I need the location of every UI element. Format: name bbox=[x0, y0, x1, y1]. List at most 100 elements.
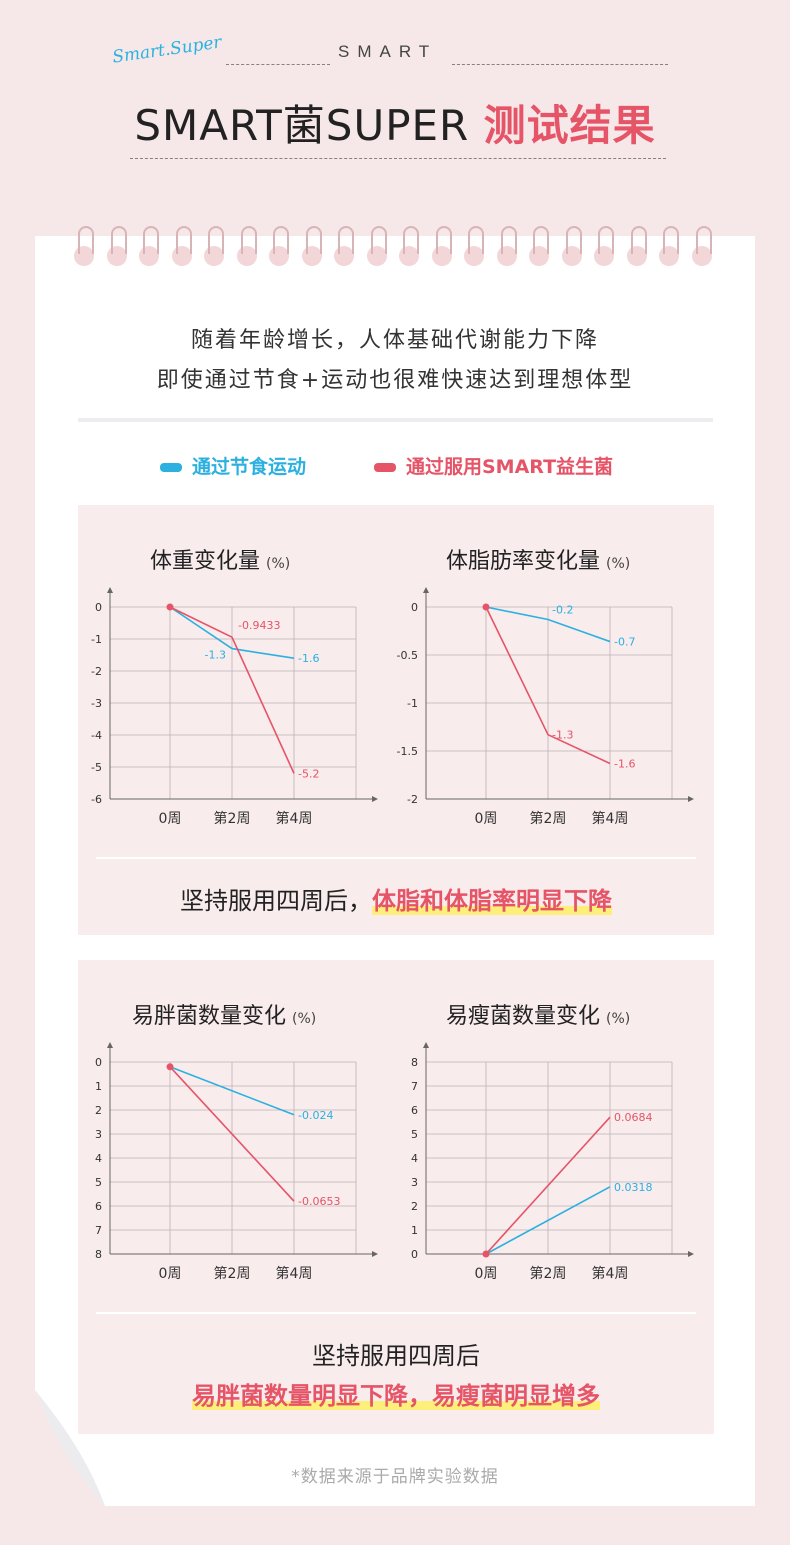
y-tick-label: 0 bbox=[411, 601, 418, 614]
y-tick-label: 4 bbox=[95, 1152, 102, 1165]
chart-unit-slim-bacteria: (%) bbox=[606, 1011, 631, 1027]
y-tick-label: 0 bbox=[95, 601, 102, 614]
y-tick-label: 5 bbox=[411, 1128, 418, 1141]
intro-separator bbox=[78, 418, 713, 422]
y-tick-label: -2 bbox=[407, 793, 418, 806]
legend-diet-label: 通过节食运动 bbox=[192, 456, 307, 478]
intro-line-2: 即使通过节食+运动也很难快速达到理想体型 bbox=[156, 368, 634, 393]
notepad-ring bbox=[399, 226, 419, 270]
notepad-ring bbox=[691, 226, 712, 270]
chart-title-weight: 体重变化量 (%) bbox=[150, 543, 290, 575]
y-tick-label: 5 bbox=[95, 1176, 102, 1189]
notepad-ring bbox=[626, 226, 647, 270]
y-axis-arrow bbox=[423, 587, 429, 593]
x-tick-label: 第4周 bbox=[276, 810, 313, 827]
conclusion-1-plain: 坚持服用四周后， bbox=[180, 887, 372, 915]
legend-smart: 通过服用SMART益生菌 bbox=[374, 452, 613, 479]
page-curl bbox=[35, 1390, 105, 1506]
legend-diet: 通过节食运动 bbox=[160, 452, 306, 479]
chart-weight: 0 -1 -2 -3 -4 -5 -6 0周 第2周 第4周 -1.3 -1.6 -0.9433 -5.2 bbox=[91, 587, 378, 827]
y-tick-label: 4 bbox=[411, 1152, 418, 1165]
data-label-red: -0.9433 bbox=[238, 619, 280, 632]
y-tick-label: -6 bbox=[91, 793, 102, 806]
legend-diet-swatch bbox=[160, 463, 182, 472]
origin-point bbox=[166, 603, 174, 611]
notepad-ring bbox=[171, 226, 192, 270]
notepad-ring bbox=[496, 226, 517, 270]
data-label-blue: -0.024 bbox=[298, 1109, 333, 1122]
origin-point bbox=[482, 1250, 490, 1258]
legend-smart-label: 通过服用SMART益生菌 bbox=[406, 456, 614, 478]
series-line-blue bbox=[485, 1186, 611, 1255]
notepad-ring bbox=[529, 226, 549, 270]
smart-wordmark: SMART bbox=[338, 42, 438, 61]
x-tick-label: 第2周 bbox=[530, 1265, 567, 1282]
notepad-ring bbox=[106, 226, 127, 270]
series-line-red bbox=[485, 606, 611, 765]
x-tick-label: 第4周 bbox=[592, 810, 629, 827]
y-tick-label: 3 bbox=[411, 1176, 418, 1189]
y-tick-label: -4 bbox=[91, 729, 102, 742]
x-tick-label: 第2周 bbox=[530, 810, 567, 827]
intro-line-1: 随着年龄增长，人体基础代谢能力下降 bbox=[190, 328, 599, 353]
notepad-ring bbox=[334, 226, 354, 270]
series-line-red bbox=[169, 606, 295, 774]
series-line-blue bbox=[169, 1066, 295, 1116]
conclusion-2-line-2: 易胖菌数量明显下降，易瘦菌明显增多 bbox=[78, 1376, 714, 1411]
notepad-ring bbox=[659, 226, 679, 270]
data-label-blue: -0.2 bbox=[552, 603, 573, 616]
data-source-note: *数据来源于品牌实验数据 bbox=[291, 1467, 499, 1487]
notepad-ring bbox=[269, 226, 289, 270]
panel-divider bbox=[96, 857, 696, 859]
y-tick-label: 2 bbox=[95, 1104, 102, 1117]
chart-title-fat-rate: 体脂肪率变化量 (%) bbox=[446, 543, 630, 575]
x-tick-label: 第2周 bbox=[214, 1265, 251, 1282]
x-tick-label: 0周 bbox=[159, 811, 182, 827]
notepad-ring bbox=[561, 226, 582, 270]
y-tick-label: 1 bbox=[411, 1224, 418, 1237]
data-label-red: -0.0653 bbox=[298, 1195, 340, 1208]
chart-title-fat-rate-text: 体脂肪率变化量 bbox=[446, 549, 601, 574]
title-highlight: 测试结果 bbox=[483, 101, 656, 150]
y-axis-arrow bbox=[107, 587, 113, 593]
y-axis-arrow bbox=[107, 1042, 113, 1048]
y-tick-label: 7 bbox=[411, 1080, 418, 1093]
panel-body-fat: 体重变化量 (%) 体脂肪率变化量 (%) 0 -1 -2 -3 -4 -5 -6 0周 第2周 第4… bbox=[78, 505, 714, 935]
y-tick-label: 0 bbox=[411, 1248, 418, 1261]
y-tick-label: 6 bbox=[95, 1200, 102, 1213]
data-label-red: -1.3 bbox=[552, 729, 573, 742]
chart-title-slim-bacteria-text: 易瘦菌数量变化 bbox=[446, 1004, 601, 1029]
y-tick-label: 8 bbox=[95, 1248, 102, 1261]
x-tick-label: 0周 bbox=[159, 1266, 182, 1282]
header-dash-right bbox=[452, 64, 668, 65]
notepad-ring bbox=[301, 226, 322, 270]
panel-bacteria: 易胖菌数量变化 (%) 易瘦菌数量变化 (%) 0 1 2 3 4 5 6 7 8 0周 第2周 第4周 -… bbox=[78, 960, 714, 1434]
origin-point bbox=[482, 603, 490, 611]
chart-slim-bacteria: 0 1 2 3 4 5 6 7 8 0周 第2周 第4周 0.0318 0.0684 bbox=[411, 1042, 694, 1282]
conclusion-2-line-1: 坚持服用四周后 bbox=[312, 1342, 480, 1370]
chart-unit-weight: (%) bbox=[266, 556, 291, 572]
notepad-ring bbox=[431, 226, 452, 270]
series-line-red bbox=[485, 1116, 611, 1255]
series-line-blue bbox=[485, 606, 611, 643]
series-line-blue bbox=[169, 606, 295, 659]
x-axis-arrow bbox=[372, 796, 378, 802]
data-label-blue: -1.3 bbox=[205, 649, 226, 662]
series-line-red bbox=[169, 1066, 295, 1202]
panel-divider bbox=[96, 1312, 696, 1314]
conclusion-1-highlight: 体脂和体脂率明显下降 bbox=[372, 887, 612, 915]
y-tick-label: 7 bbox=[95, 1224, 102, 1237]
y-tick-label: -1 bbox=[407, 697, 418, 710]
chart-title-weight-text: 体重变化量 bbox=[150, 549, 261, 574]
notepad-ring bbox=[74, 226, 94, 270]
chart-fat-rate: 0 -0.5 -1 -1.5 -2 0周 第2周 第4周 -0.2 -0.7 -1.3 -1.6 bbox=[397, 587, 694, 827]
y-tick-label: -0.5 bbox=[397, 649, 418, 662]
x-axis-arrow bbox=[688, 796, 694, 802]
notepad-ring bbox=[139, 226, 159, 270]
x-axis-arrow bbox=[688, 1251, 694, 1257]
notepad-ring bbox=[236, 226, 257, 270]
chart-title-fat-bacteria: 易胖菌数量变化 (%) bbox=[132, 998, 316, 1030]
x-axis-arrow bbox=[372, 1251, 378, 1257]
x-tick-label: 0周 bbox=[475, 811, 498, 827]
chart-unit-fat-rate: (%) bbox=[606, 556, 631, 572]
